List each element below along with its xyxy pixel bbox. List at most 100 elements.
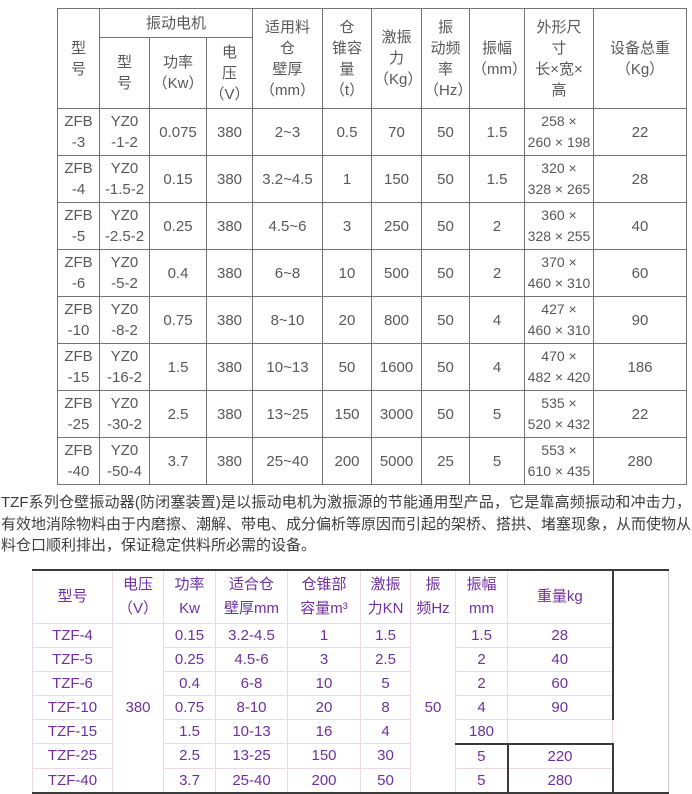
table-row: TZF-5 0.25 4.5-6 3 2.5 2 40: [32, 646, 669, 672]
cell-power: 2.5: [149, 390, 207, 438]
description-paragraph: TZF系列仓壁振动器(防闭塞装置)是以振动电机为激振源的节能通用型产品，它是靠高…: [1, 494, 692, 554]
cell-amplitude: 4: [455, 694, 508, 720]
cell-voltage-merged: 380: [112, 622, 164, 793]
cell-wall: 10-13: [215, 718, 288, 744]
cell-model: ZFB -4: [57, 155, 100, 203]
cell-power: 1.5: [163, 718, 216, 744]
cell-amplitude: 4: [469, 296, 525, 344]
empty-column-cell: [612, 695, 669, 719]
col-header-model: 型号: [32, 569, 113, 624]
cell-wall: 25~40: [252, 437, 323, 485]
cell-cone: 1: [287, 622, 361, 648]
cell-power: 0.75: [149, 296, 207, 344]
cell-weight: 22: [593, 108, 687, 156]
cell-motor-model: YZ0 -30-2: [99, 390, 150, 438]
cell-weight: 280: [506, 767, 614, 793]
cell-dims: 258 × 260 × 198: [524, 108, 594, 156]
col-header-model: 型 号: [57, 8, 100, 109]
col-header-weight: 设备总重 （Kg）: [593, 8, 687, 109]
cell-model: ZFB -6: [57, 249, 100, 297]
cell-dims: 360 × 328 × 255: [524, 202, 594, 250]
cell-motor-model: YZ0 -50-4: [99, 437, 150, 485]
table-row: ZFB -25 YZ0 -30-2 2.5 380 13~25 150 3000…: [57, 390, 687, 438]
cell-weight: 28: [593, 155, 687, 203]
empty-column-cell: [612, 647, 669, 671]
table1-header-row-1: 型 号 振动电机 适用料 仓 壁厚 （mm） 仓 锥容量 （t） 激振 力 （K…: [57, 8, 687, 109]
cell-freq: 50: [421, 108, 470, 156]
cell-dims: 553 × 610 × 435: [524, 437, 594, 485]
cell-voltage: 380: [206, 155, 253, 203]
cell-freq: 50: [421, 390, 470, 438]
col-header-voltage: 电压 （V）: [112, 569, 164, 624]
cell-model: TZF-6: [32, 670, 113, 696]
cell-weight: 40: [507, 646, 614, 672]
cell-motor-model: YZ0 -2.5-2: [99, 202, 150, 250]
cell-force: 250: [371, 202, 422, 250]
empty-column-cell: [612, 623, 669, 647]
cell-force: 2.5: [360, 646, 411, 672]
cell-power: 2.5: [163, 743, 216, 769]
cell-wall: 3.2~4.5: [252, 155, 323, 203]
cell-wall: 6-8: [215, 670, 288, 696]
cell-model: TZF-25: [32, 743, 113, 769]
cell-voltage: 380: [206, 343, 253, 391]
table-row: ZFB -40 YZ0 -50-4 3.7 380 25~40 200 5000…: [57, 437, 687, 485]
cell-motor-model: YZ0 -8-2: [99, 296, 150, 344]
cell-force: 1600: [371, 343, 422, 391]
cell-dims: 370 × 460 × 310: [524, 249, 594, 297]
cell-wall: 13-25: [215, 743, 288, 769]
cell-power: 0.75: [163, 694, 216, 720]
cell-freq: 50: [421, 249, 470, 297]
cell-power: 0.075: [149, 108, 207, 156]
cell-amplitude: 2: [469, 202, 525, 250]
empty-column-cell: [612, 719, 669, 744]
cell-freq-merged: 50: [410, 622, 456, 793]
cell-cone: 200: [287, 767, 361, 793]
cell-power: 0.15: [163, 622, 216, 648]
col-header-dims: 外形尺 寸 长×宽× 高: [524, 8, 594, 109]
cell-model: ZFB -15: [57, 343, 100, 391]
table-row: ZFB -5 YZ0 -2.5-2 0.25 380 4.5~6 3 250 5…: [57, 202, 687, 250]
cell-dims: 427 × 460 × 310: [524, 296, 594, 344]
cell-cone: 3: [322, 202, 372, 250]
cell-cone: 1: [322, 155, 372, 203]
cell-wall: 25-40: [215, 767, 288, 793]
cell-freq: 25: [421, 437, 470, 485]
cell-weight: 28: [507, 622, 614, 648]
cell-amplitude: 5: [455, 767, 508, 793]
cell-force: 800: [371, 296, 422, 344]
cell-force: 3000: [371, 390, 422, 438]
col-header-weight: 重量kg: [507, 569, 614, 624]
cell-amplitude: 5: [469, 390, 525, 438]
cell-force: 70: [371, 108, 422, 156]
table-row: ZFB -4 YZ0 -1.5-2 0.15 380 3.2~4.5 1 150…: [57, 155, 687, 203]
col-header-force: 激振 力KN: [360, 569, 411, 624]
cell-weight: 220: [506, 742, 614, 769]
cell-cone: 50: [322, 343, 372, 391]
cell-model: TZF-40: [32, 767, 113, 793]
zfb-spec-table: 型 号 振动电机 适用料 仓 壁厚 （mm） 仓 锥容量 （t） 激振 力 （K…: [57, 8, 687, 485]
cell-force: 8: [360, 694, 411, 720]
table-row: ZFB -6 YZ0 -5-2 0.4 380 6~8 10 500 50 2 …: [57, 249, 687, 297]
cell-force: 5000: [371, 437, 422, 485]
col-header-motor-group: 振动电机: [99, 8, 253, 38]
cell-model: TZF-15: [32, 718, 113, 744]
col-header-wall: 适用料 仓 壁厚 （mm）: [252, 8, 323, 109]
table-row: TZF-15 1.5 10-13 16 4 180: [32, 718, 669, 744]
cell-power: 1.5: [149, 343, 207, 391]
table-row: ZFB -10 YZ0 -8-2 0.75 380 8~10 20 800 50…: [57, 296, 687, 344]
cell-model: ZFB -5: [57, 202, 100, 250]
table-row: TZF-25 2.5 13-25 150 30 5 220: [32, 742, 669, 769]
table-row: ZFB -15 YZ0 -16-2 1.5 380 10~13 50 1600 …: [57, 343, 687, 391]
cell-cone: 150: [287, 743, 361, 769]
cell-model: ZFB -3: [57, 108, 100, 156]
cell-wall: 3.2-4.5: [215, 622, 288, 648]
cell-weight: 90: [593, 296, 687, 344]
cell-power: 0.25: [149, 202, 207, 250]
cell-amplitude: 180: [455, 718, 508, 744]
cell-wall: 6~8: [252, 249, 323, 297]
cell-cone: 20: [322, 296, 372, 344]
cell-amplitude: 4: [469, 343, 525, 391]
cell-force: 1.5: [360, 622, 411, 648]
cell-amplitude: 5: [455, 742, 508, 769]
